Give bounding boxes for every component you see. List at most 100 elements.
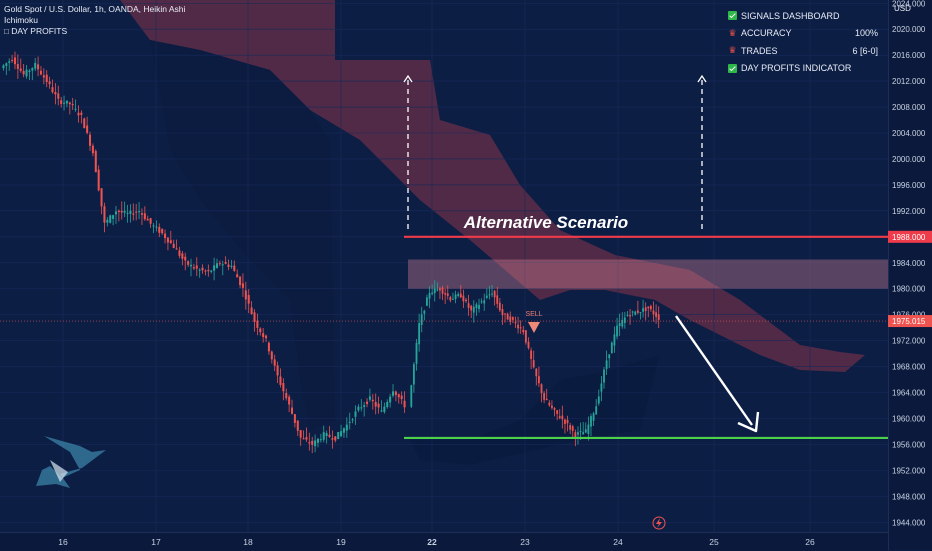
candle — [421, 314, 423, 325]
candle — [101, 188, 103, 206]
candle — [170, 240, 172, 243]
candle — [92, 146, 94, 153]
candle — [530, 350, 532, 358]
candle — [311, 441, 313, 445]
candle — [378, 404, 380, 408]
candle — [161, 229, 163, 233]
lightning-icon — [656, 518, 662, 528]
candle — [150, 218, 152, 224]
candle — [57, 93, 59, 98]
candle — [176, 248, 178, 249]
candle — [375, 402, 377, 407]
candle — [228, 265, 230, 267]
candle — [452, 299, 454, 300]
candle — [642, 308, 644, 312]
candle — [225, 262, 227, 264]
candle — [11, 60, 13, 61]
candle — [259, 329, 261, 333]
candle — [439, 288, 441, 290]
candle — [251, 307, 253, 314]
candle — [213, 265, 215, 270]
candle — [650, 306, 652, 309]
accuracy-value: 100% — [855, 28, 878, 38]
candle — [515, 322, 517, 323]
candle — [37, 64, 39, 69]
candle — [603, 370, 605, 383]
candle — [426, 298, 428, 306]
candle — [398, 394, 400, 397]
candle — [559, 416, 561, 418]
candle — [43, 75, 45, 77]
candle — [352, 419, 354, 420]
dashboard-title: SIGNALS DASHBOARD — [741, 11, 878, 21]
candle — [608, 354, 610, 358]
candle — [363, 405, 365, 407]
candle — [202, 268, 204, 271]
supply-zone — [408, 260, 888, 289]
candle — [494, 291, 496, 298]
candle — [181, 253, 183, 258]
candle — [637, 311, 639, 313]
candle — [580, 431, 582, 432]
candle — [535, 369, 537, 376]
candle — [366, 402, 368, 404]
candle — [655, 312, 657, 316]
candle — [60, 100, 62, 104]
candle — [569, 425, 571, 429]
candle — [465, 300, 467, 302]
candle — [66, 101, 68, 104]
candle — [640, 312, 642, 313]
candle — [543, 393, 545, 400]
candle — [386, 402, 388, 407]
candle — [590, 416, 592, 427]
candle — [520, 327, 522, 328]
candle — [632, 311, 634, 312]
candle — [46, 75, 48, 82]
candle — [187, 261, 189, 265]
candle — [404, 401, 406, 408]
cloud-shadow — [410, 355, 660, 465]
candle — [219, 263, 221, 264]
candle — [256, 321, 258, 328]
candle — [624, 317, 626, 322]
candle — [233, 266, 235, 271]
price-axis[interactable] — [888, 0, 932, 550]
sell-signal-marker — [528, 322, 540, 333]
candle — [132, 214, 134, 215]
candle — [196, 265, 198, 268]
candle — [410, 385, 412, 406]
candle — [274, 359, 276, 365]
candle — [447, 293, 449, 296]
candle — [436, 289, 438, 290]
candle — [582, 432, 584, 434]
candle — [8, 61, 10, 63]
candle — [236, 274, 238, 277]
candle — [486, 296, 488, 298]
candle — [507, 314, 509, 320]
logo-shape — [36, 436, 106, 488]
check-icon — [728, 64, 737, 73]
candle — [51, 87, 53, 92]
candle — [478, 305, 480, 309]
candle — [190, 265, 192, 266]
candle — [372, 400, 374, 401]
candle — [489, 294, 491, 295]
candle — [277, 365, 279, 375]
candle — [17, 64, 19, 69]
candle — [499, 303, 501, 311]
candle — [40, 71, 42, 75]
time-axis[interactable] — [0, 532, 888, 551]
trophy-icon: ♛ — [728, 28, 737, 39]
candle — [300, 430, 302, 438]
brand-name: DAY PROFITS — [11, 26, 67, 36]
candle — [173, 244, 175, 248]
candle — [577, 432, 579, 435]
candle — [34, 63, 36, 69]
accuracy-label: ACCURACY — [741, 28, 855, 38]
candle — [548, 403, 550, 406]
candle — [26, 70, 28, 77]
candle — [629, 315, 631, 316]
candle — [647, 306, 649, 308]
candle — [115, 211, 117, 214]
